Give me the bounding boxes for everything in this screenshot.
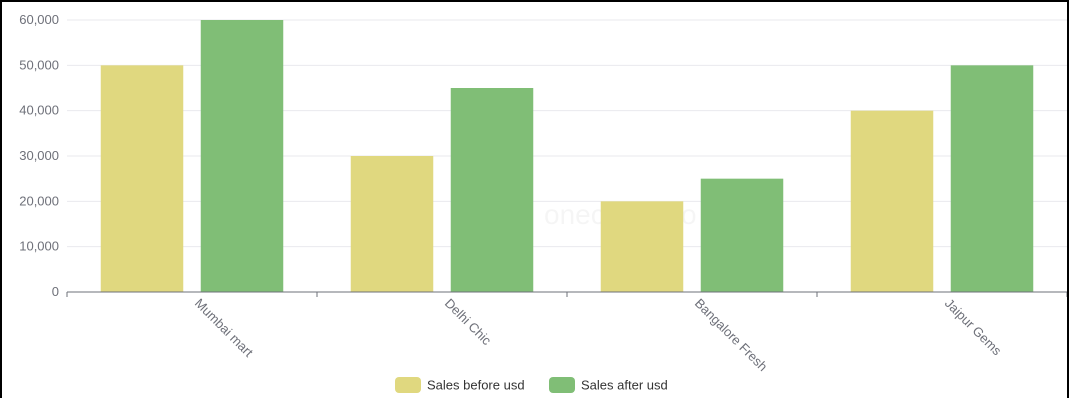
legend-item-sales-before[interactable]: Sales before usd (395, 377, 525, 393)
bars (100, 20, 1034, 293)
x-tick-label: Bangalore Fresh (692, 296, 771, 375)
y-tick-label: 20,000 (19, 193, 59, 208)
bar-sales-after[interactable] (700, 178, 784, 292)
legend-swatch (395, 377, 421, 393)
y-tick-label: 0 (52, 284, 59, 299)
y-axis: 0 10,000 20,000 30,000 40,000 50,000 60,000 (19, 12, 59, 299)
legend-label: Sales before usd (427, 378, 525, 393)
y-tick-label: 50,000 (19, 57, 59, 72)
bar-sales-after[interactable] (450, 88, 534, 292)
y-tick-label: 40,000 (19, 103, 59, 118)
legend-label: Sales after usd (581, 378, 668, 393)
bar-sales-after[interactable] (950, 65, 1034, 292)
legend[interactable]: Sales before usd Sales after usd (395, 377, 668, 393)
bar-sales-before[interactable] (350, 156, 434, 292)
x-tick-label: Delhi Chic (442, 296, 495, 349)
legend-swatch (549, 377, 575, 393)
x-axis: Mumbai mart Delhi Chic Bangalore Fresh Jaip… (66, 291, 1067, 375)
y-tick-label: 10,000 (19, 239, 59, 254)
y-tick-label: 60,000 (19, 12, 59, 27)
legend-item-sales-after[interactable]: Sales after usd (549, 377, 668, 393)
y-tick-label: 30,000 (19, 148, 59, 163)
bar-sales-after[interactable] (200, 20, 284, 292)
bar-sales-before[interactable] (100, 65, 184, 292)
x-tick-label: Mumbai mart (192, 296, 257, 361)
x-tick-label: Jaipur Gems (942, 296, 1005, 359)
bar-sales-before[interactable] (600, 201, 684, 292)
bar-sales-before[interactable] (850, 110, 934, 293)
